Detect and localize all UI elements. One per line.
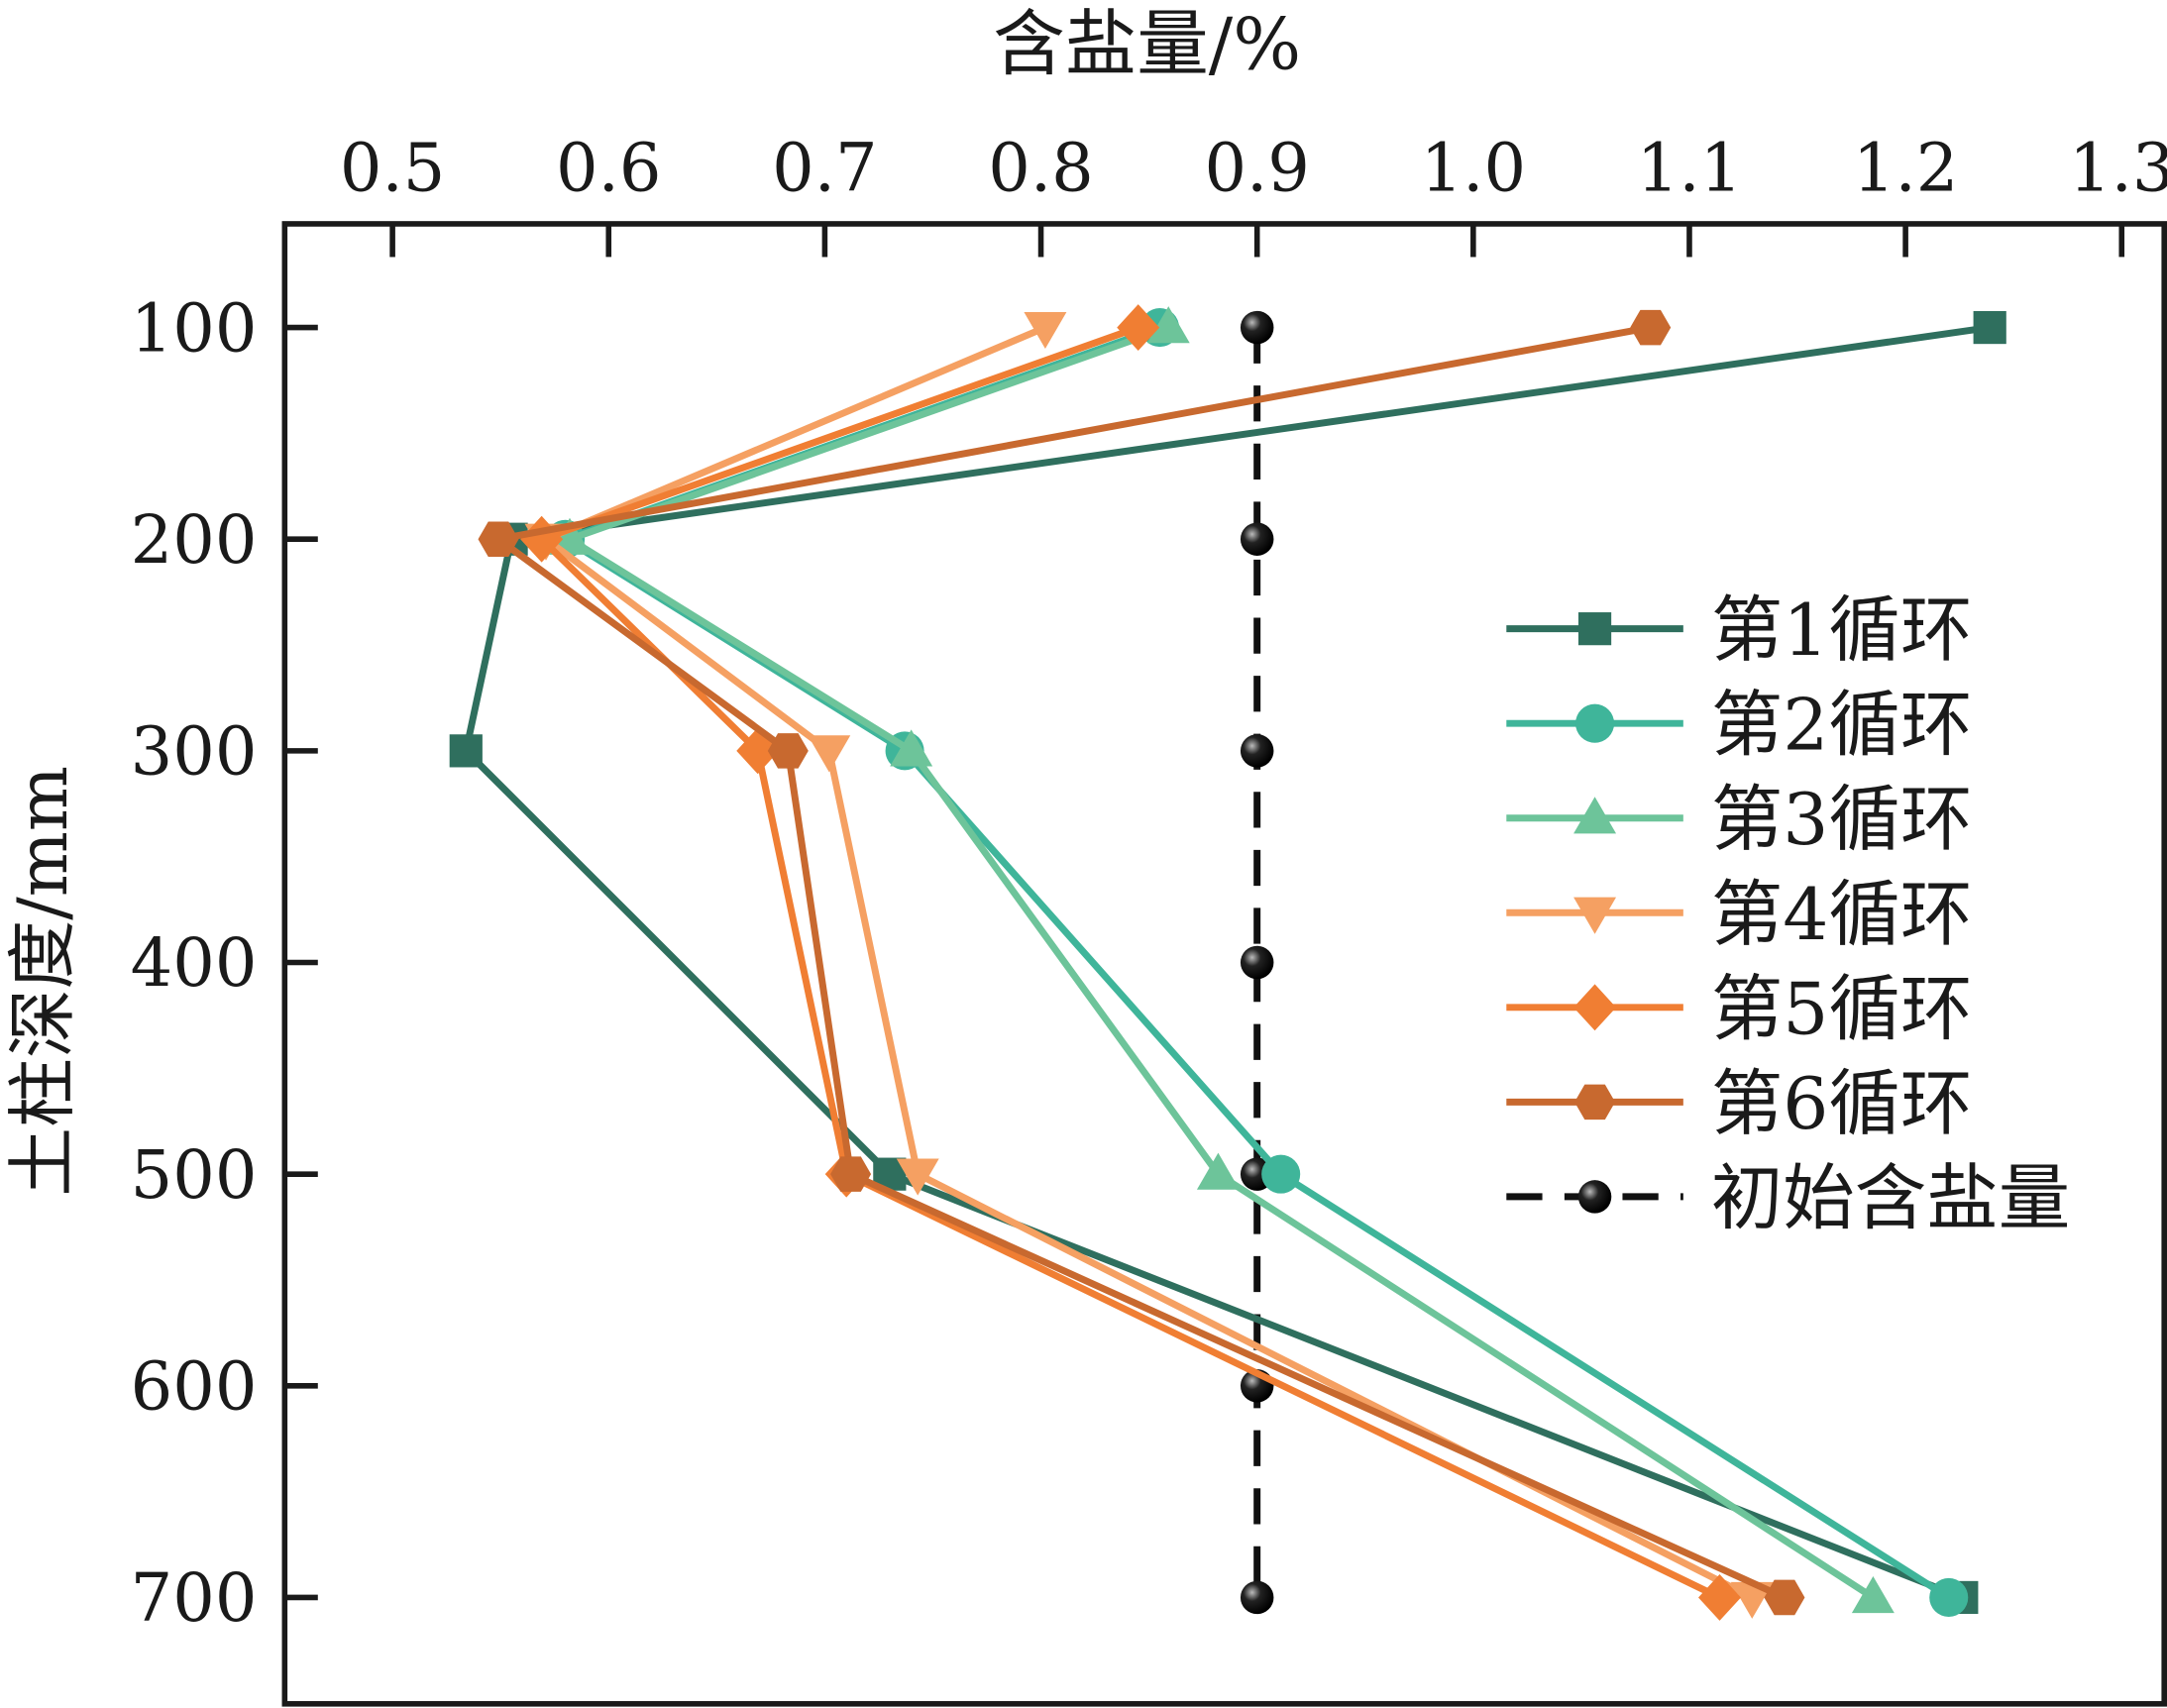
legend-item: 第6循环 xyxy=(1506,1063,1972,1146)
data-point-triangle xyxy=(1146,306,1190,344)
legend-label: 第1循环 xyxy=(1711,589,1973,673)
y-tick-label: 100 xyxy=(131,289,258,367)
x-tick-label: 1.2 xyxy=(1853,129,1958,206)
y-tick-label: 200 xyxy=(131,501,258,579)
data-point-hexagon xyxy=(478,521,519,557)
data-point-triangle-down xyxy=(1573,897,1617,934)
x-tick-label: 1.3 xyxy=(2069,129,2167,206)
data-point-hexagon xyxy=(830,1156,872,1192)
x-tick-label: 0.7 xyxy=(772,129,877,206)
legend-label: 第3循环 xyxy=(1711,779,1973,862)
legend-label: 第6循环 xyxy=(1711,1063,1973,1146)
series-line xyxy=(462,324,1991,1601)
legend-label: 第2循环 xyxy=(1711,685,1973,768)
x-axis-label: 含盐量/% xyxy=(993,4,1301,87)
plot-frame xyxy=(281,221,2167,1707)
legend-item: 初始含盐量 xyxy=(1506,1157,2070,1240)
data-point-triangle-down xyxy=(1024,311,1067,350)
x-tick-label: 0.8 xyxy=(988,129,1093,206)
x-tick-label: 1.1 xyxy=(1637,129,1742,206)
data-point-hexagon xyxy=(1630,309,1672,346)
y-tick-label: 500 xyxy=(131,1136,258,1214)
legend-label: 第4循环 xyxy=(1711,874,1973,957)
data-point-sphere xyxy=(1240,734,1274,768)
data-point-sphere xyxy=(1577,1180,1612,1214)
series-initial-salt xyxy=(1240,310,1274,1615)
data-point-sphere xyxy=(1240,945,1274,980)
series-line xyxy=(535,324,1722,1601)
data-point-triangle-down xyxy=(896,1158,939,1196)
y-axis-label: 土柱深度/mm xyxy=(3,766,83,1197)
data-point-triangle xyxy=(1851,1575,1895,1614)
legend-label: 初始含盐量 xyxy=(1711,1157,2071,1240)
data-point-triangle-down xyxy=(808,735,851,773)
data-point-hexagon xyxy=(767,733,809,769)
y-tick-label: 700 xyxy=(131,1559,258,1637)
data-point-circle xyxy=(1261,1154,1301,1194)
data-point-square xyxy=(449,734,483,768)
y-tick-label: 400 xyxy=(131,924,258,1002)
data-point-square xyxy=(1973,310,2006,345)
data-point-triangle xyxy=(890,729,933,767)
legend-item: 第5循环 xyxy=(1506,968,1972,1051)
data-point-circle xyxy=(1929,1577,1969,1617)
data-point-hexagon xyxy=(1574,1084,1616,1121)
data-point-sphere xyxy=(1240,522,1274,556)
x-tick-label: 0.9 xyxy=(1204,129,1309,206)
legend-item: 第4循环 xyxy=(1506,874,1972,957)
data-point-triangle xyxy=(1196,1152,1240,1190)
data-point-hexagon xyxy=(1764,1579,1805,1616)
data-point-diamond xyxy=(1698,1574,1741,1621)
legend-label: 第5循环 xyxy=(1711,968,1973,1051)
series-cycle-6 xyxy=(478,309,1805,1616)
series-line xyxy=(489,324,1787,1601)
y-tick-label: 600 xyxy=(131,1348,258,1426)
data-point-sphere xyxy=(1240,1580,1274,1615)
series-line xyxy=(539,324,1754,1601)
x-tick-label: 0.6 xyxy=(556,129,661,206)
legend-item: 第1循环 xyxy=(1506,589,1972,673)
data-point-square xyxy=(1577,612,1612,646)
data-point-diamond xyxy=(1117,304,1160,352)
legend-item: 第2循环 xyxy=(1506,685,1972,768)
x-tick-label: 1.0 xyxy=(1421,129,1526,206)
x-tick-label: 0.5 xyxy=(340,129,445,206)
data-point-sphere xyxy=(1240,310,1274,345)
y-tick-label: 300 xyxy=(131,713,258,791)
data-point-triangle xyxy=(1573,797,1617,834)
data-point-diamond xyxy=(1573,984,1617,1031)
data-point-circle xyxy=(1575,703,1615,743)
legend-item: 第3循环 xyxy=(1506,779,1972,862)
series-line xyxy=(561,324,1876,1601)
